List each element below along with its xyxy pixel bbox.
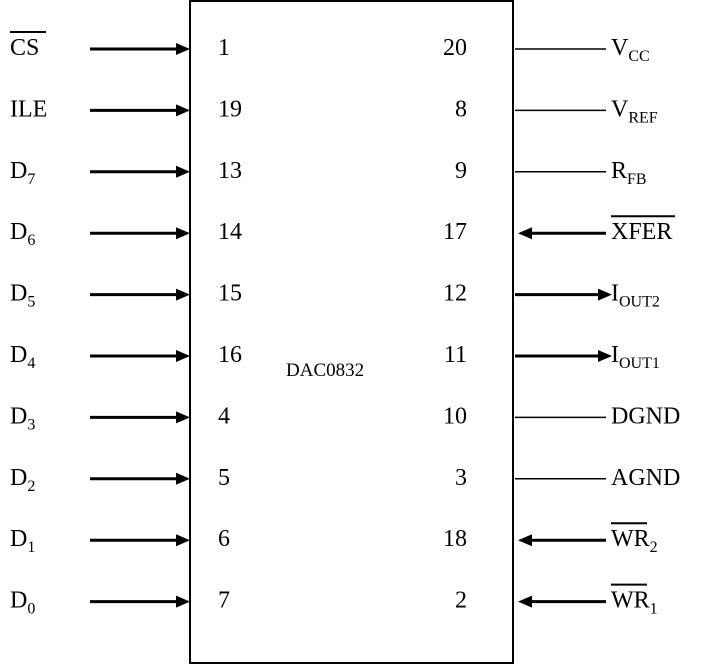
left-signal-label-2: D7 (10, 158, 35, 188)
right-pin-number-9: 2 (455, 588, 467, 614)
right-signal-label-5-text: I (611, 342, 619, 368)
right-pin-number-8: 18 (443, 526, 467, 552)
left-arrow-8 (176, 534, 190, 547)
left-signal-label-4: D5 (10, 281, 35, 311)
left-arrow-7 (176, 472, 190, 485)
left-pin-number-0: 1 (218, 35, 230, 61)
right-signal-label-0: VCC (611, 35, 650, 65)
right-signal-label-1: VREF (611, 96, 658, 126)
left-signal-label-8-text: D (10, 526, 27, 552)
left-signal-label-7: D2 (10, 465, 35, 495)
right-arrow-8 (518, 534, 532, 547)
left-signal-label-3-text: D (10, 219, 27, 245)
left-signal-label-5-subscript: 4 (27, 355, 35, 372)
left-signal-label-5: D4 (10, 342, 35, 372)
right-signal-label-8-subscript: 2 (650, 539, 658, 556)
left-signal-label-5-text: D (10, 342, 27, 368)
right-signal-label-4-text: I (611, 281, 619, 307)
right-signal-label-8: WR2 (611, 526, 658, 556)
right-signal-label-1-text: V (611, 96, 629, 122)
right-signal-label-6: DGND (611, 403, 680, 429)
right-signal-label-8-text: WR (611, 526, 650, 552)
left-signal-label-2-text: D (10, 158, 27, 184)
right-signal-label-5-subscript: OUT1 (619, 355, 660, 372)
left-signal-label-0-text: CS (10, 35, 39, 61)
right-signal-label-0-subscript: CC (628, 48, 649, 65)
left-arrow-0 (176, 43, 190, 55)
right-arrow-5 (598, 350, 612, 362)
left-signal-label-6: D3 (10, 403, 35, 433)
right-pin-number-2: 9 (455, 158, 467, 184)
right-pin-number-7: 3 (455, 465, 467, 491)
right-signal-label-2: RFB (611, 158, 647, 188)
chip-body (189, 0, 514, 664)
chip-name: DAC0832 (286, 360, 364, 381)
left-pin-number-2: 13 (218, 158, 242, 184)
left-arrow-9 (176, 595, 190, 608)
left-arrow-2 (176, 165, 190, 178)
right-signal-label-6-text: DGND (611, 403, 680, 429)
right-arrow-4 (598, 288, 612, 301)
right-pin-number-0: 20 (443, 35, 467, 61)
right-signal-label-9-subscript: 1 (650, 601, 658, 618)
left-signal-label-7-text: D (10, 465, 27, 491)
right-signal-label-4-subscript: OUT2 (619, 294, 660, 311)
right-signal-label-2-text: R (611, 158, 627, 184)
left-signal-label-3: D6 (10, 219, 35, 249)
right-pin-number-1: 8 (455, 96, 467, 122)
right-signal-label-9-text: WR (611, 588, 650, 614)
left-pin-number-8: 6 (218, 526, 230, 552)
right-signal-label-7: AGND (611, 465, 680, 491)
left-pin-number-3: 14 (218, 219, 242, 245)
right-arrow-9 (518, 595, 532, 608)
left-arrow-4 (176, 288, 190, 301)
left-arrow-3 (176, 227, 190, 240)
right-arrow-3 (518, 227, 532, 240)
left-signal-label-1: ILE (10, 96, 47, 122)
left-signal-label-3-subscript: 6 (27, 232, 35, 249)
right-signal-label-2-subscript: FB (627, 171, 647, 188)
left-signal-label-8: D1 (10, 526, 35, 556)
left-signal-label-4-text: D (10, 281, 27, 307)
left-signal-label-9: D0 (10, 588, 35, 618)
left-arrow-1 (176, 104, 190, 117)
left-pin-number-4: 15 (218, 281, 242, 307)
right-pin-number-5: 11 (444, 342, 467, 368)
left-signal-label-6-text: D (10, 403, 27, 429)
left-pin-number-9: 7 (218, 588, 230, 614)
left-pin-number-7: 5 (218, 465, 230, 491)
right-signal-label-3-text: XFER (611, 219, 672, 245)
left-arrow-6 (176, 411, 190, 424)
left-signal-label-9-subscript: 0 (27, 601, 35, 618)
right-signal-label-3: XFER (611, 219, 672, 245)
left-signal-label-0: CS (10, 35, 39, 61)
right-signal-label-9: WR1 (611, 588, 658, 618)
left-signal-label-1-text: ILE (10, 96, 47, 122)
left-pin-number-6: 4 (218, 403, 230, 429)
left-signal-label-9-text: D (10, 588, 27, 614)
right-signal-label-5: IOUT1 (611, 342, 660, 372)
right-signal-label-7-text: AGND (611, 465, 680, 491)
left-pin-number-1: 19 (218, 96, 242, 122)
right-signal-label-4: IOUT2 (611, 281, 660, 311)
right-signal-label-1-subscript: REF (628, 109, 657, 126)
right-pin-number-4: 12 (443, 281, 467, 307)
right-pin-number-6: 10 (443, 403, 467, 429)
left-signal-label-8-subscript: 1 (27, 539, 35, 556)
left-signal-label-6-subscript: 3 (27, 416, 35, 433)
left-signal-label-4-subscript: 5 (27, 294, 35, 311)
left-signal-label-2-subscript: 7 (27, 171, 35, 188)
left-arrow-5 (176, 350, 190, 362)
right-signal-label-0-text: V (611, 35, 629, 61)
left-pin-number-5: 16 (218, 342, 242, 368)
left-signal-label-7-subscript: 2 (27, 478, 35, 495)
right-pin-number-3: 17 (443, 219, 467, 245)
